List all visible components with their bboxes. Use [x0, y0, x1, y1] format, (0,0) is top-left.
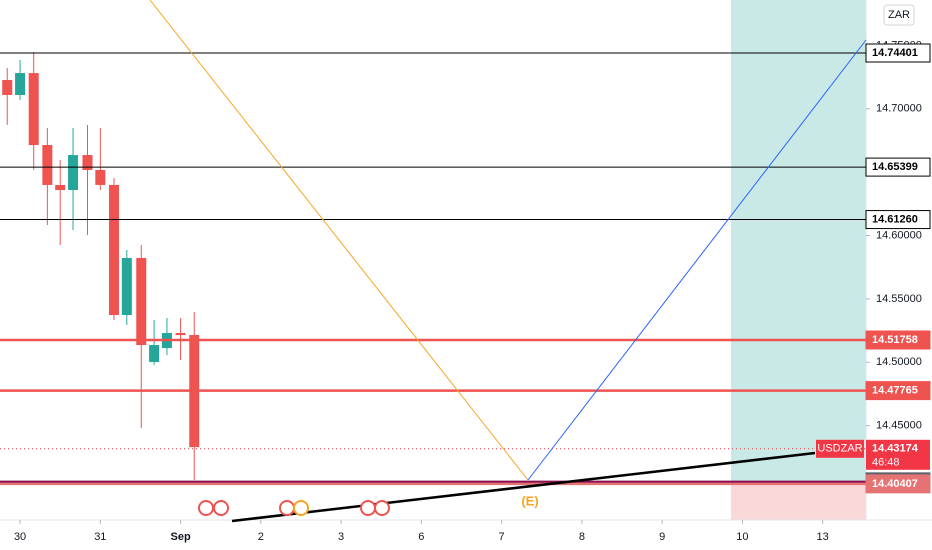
stop-zone [731, 482, 866, 520]
candle-body [175, 332, 186, 336]
candle-body [55, 184, 66, 191]
price-level-tag [865, 381, 931, 401]
x-tick-label: 6 [418, 531, 424, 543]
price-level-label: 14.47765 [872, 385, 918, 397]
candle-body [15, 73, 26, 95]
y-tick-label: 14.60000 [876, 229, 922, 241]
candle-body [68, 155, 79, 191]
candle-body [149, 345, 160, 363]
symbol-label: USDZAR [817, 443, 862, 455]
current-price-label: 14.43174 [872, 443, 919, 455]
x-tick-label: Sep [170, 531, 190, 543]
x-tick-label: 13 [817, 531, 829, 543]
candle-body [121, 257, 132, 316]
y-tick-label: 14.50000 [876, 356, 922, 368]
price-level-tag [865, 474, 931, 494]
event-icons [198, 500, 390, 516]
x-tick-label: 7 [499, 531, 505, 543]
currency-label: ZAR [888, 9, 910, 21]
price-level-tag [865, 157, 931, 177]
candle-body [2, 80, 13, 95]
annotation: (E) [521, 493, 538, 508]
plot [0, 52, 866, 486]
candle-body [95, 170, 106, 185]
countdown: 46:48 [872, 457, 900, 469]
price-level-tag [865, 43, 931, 63]
x-tick-label: 31 [94, 531, 106, 543]
price-level-tag [865, 330, 931, 350]
candle-body [108, 184, 119, 316]
candle-body [136, 257, 147, 346]
target-zone [731, 0, 866, 482]
current-price-tag [866, 439, 930, 470]
price-level-label: 14.51758 [872, 334, 918, 346]
price-level-label: 14.61260 [872, 213, 918, 225]
candle-body [82, 155, 93, 171]
candle-body [42, 145, 53, 185]
currency-badge[interactable] [883, 4, 915, 26]
drawing-line [149, 0, 529, 481]
candle-body [28, 73, 39, 146]
price-level-tag [865, 210, 931, 230]
y-tick-label: 14.55000 [876, 293, 922, 305]
x-tick-label: 10 [736, 531, 748, 543]
trend-line [231, 451, 816, 523]
x-tick-label: 3 [338, 531, 344, 543]
x-tick-label: 30 [14, 531, 26, 543]
y-tick-label: 14.45000 [876, 420, 922, 432]
price-level-label: 14.65399 [872, 161, 918, 173]
x-tick-label: 2 [258, 531, 264, 543]
drawing-line [527, 39, 867, 481]
symbol-tag [816, 439, 864, 458]
y-tick-label: 14.70000 [876, 103, 922, 115]
price-level-label: 14.74401 [872, 47, 918, 59]
x-tick-label: 8 [579, 531, 585, 543]
x-tick-label: 9 [659, 531, 665, 543]
price-level-label: 14.40407 [872, 478, 918, 490]
